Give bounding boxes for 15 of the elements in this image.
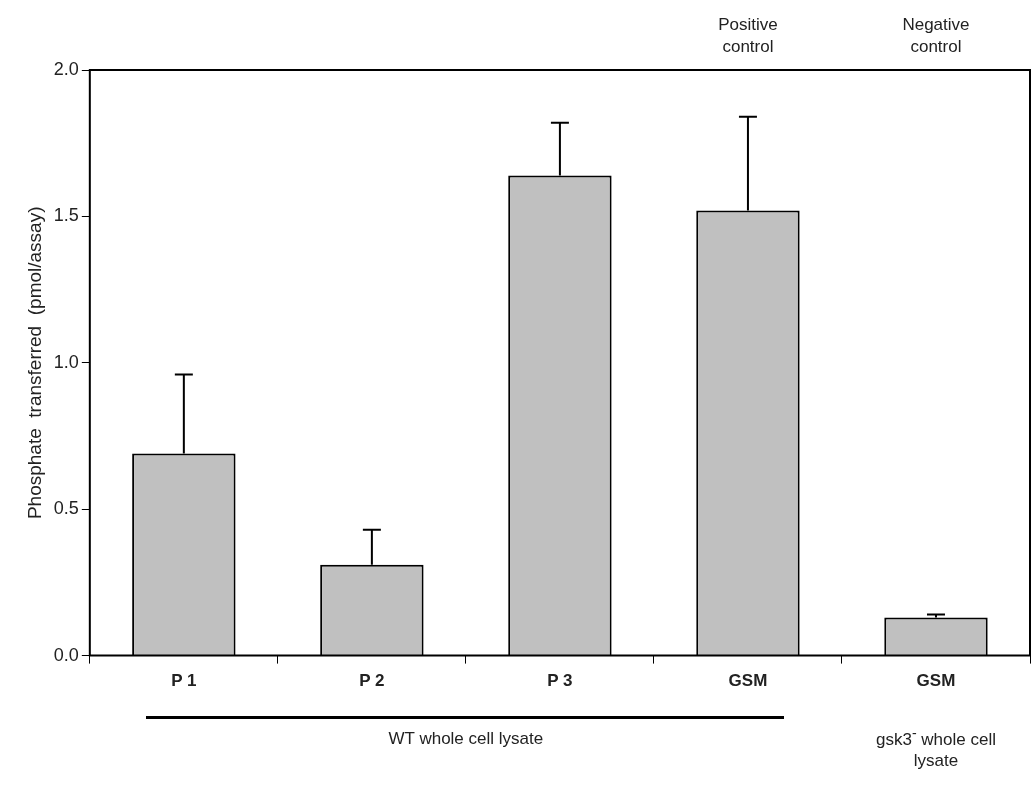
x-tick-label: GSM	[916, 671, 956, 691]
text: WT whole cell lysate	[387, 727, 545, 750]
x-tick-label: P 1	[171, 671, 197, 691]
y-tick-label: 0.5	[53, 498, 79, 519]
x-tick-label: P 2	[359, 671, 385, 691]
y-axis-title: Phosphate transferred (pmol/assay)	[23, 206, 45, 520]
text: Negative control	[901, 14, 971, 58]
y-tick-label: 1.0	[53, 351, 79, 372]
y-tick-label: 0.0	[53, 644, 79, 665]
text: gsk3$^{-}$ whole cell lysate	[874, 723, 997, 773]
y-tick-label: 1.5	[53, 205, 79, 226]
text: Positive control	[717, 14, 779, 58]
x-tick-label: P 3	[547, 671, 573, 691]
x-tick-label: GSM	[728, 671, 768, 691]
y-tick-label: 2.0	[53, 58, 79, 79]
